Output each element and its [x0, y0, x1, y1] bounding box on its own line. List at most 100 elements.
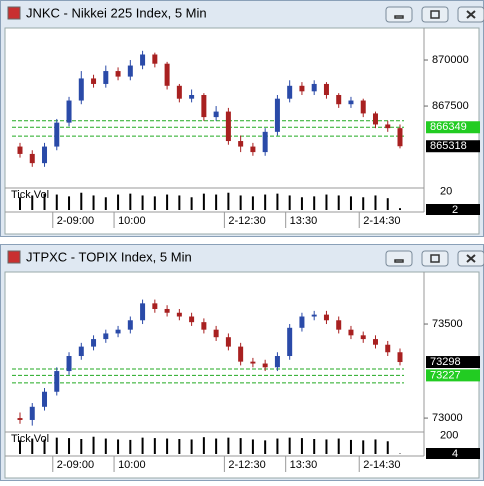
candle-body: [91, 339, 97, 347]
candle-body: [115, 71, 121, 77]
candle-body: [348, 329, 354, 336]
candle-body: [213, 329, 219, 338]
window-title: JNKC - Nikkei 225 Index, 5 Min: [26, 5, 207, 20]
candle-body: [127, 320, 133, 330]
price-marker-label: 866349: [430, 121, 467, 133]
candle-body: [225, 111, 231, 142]
candle-body: [54, 122, 60, 147]
candle-body: [336, 320, 342, 330]
y-tick-label: 73500: [432, 318, 463, 330]
candle-body: [323, 314, 329, 321]
candle-body: [164, 63, 170, 86]
candle-body: [360, 100, 366, 114]
candle-body: [78, 78, 84, 101]
x-tick-label: 2-09:00: [57, 459, 94, 471]
minimize-glyph: [394, 259, 404, 263]
minimize-button[interactable]: [385, 250, 413, 267]
candle-body: [385, 124, 391, 129]
candle-body: [287, 85, 293, 99]
volume-marker-label: 2: [452, 204, 458, 216]
x-tick-label: 10:00: [118, 459, 146, 471]
candle-body: [262, 363, 268, 368]
x-tick-label: 2-14:30: [363, 459, 400, 471]
close-glyph: [466, 10, 476, 19]
x-tick-label: 13:30: [290, 215, 318, 227]
candle-body: [42, 391, 48, 407]
candle-body: [372, 113, 378, 125]
maximize-glyph: [430, 10, 440, 19]
volume-label: Tick Vol: [11, 189, 49, 201]
price-marker: [426, 369, 480, 382]
candle-body: [262, 131, 268, 153]
x-tick-label: 2-14:30: [363, 215, 400, 227]
candle-body: [385, 344, 391, 353]
candle-body: [274, 356, 280, 368]
price-marker-label: 73298: [430, 356, 461, 368]
close-glyph: [466, 254, 476, 263]
x-tick-label: 2-12:30: [228, 459, 265, 471]
candle-body: [336, 95, 342, 105]
candle-body: [17, 418, 23, 420]
candle-body: [176, 312, 182, 317]
y-tick-label: 870000: [432, 54, 469, 66]
y-tick-label: 73000: [432, 412, 463, 424]
candle-body: [91, 78, 97, 84]
candle-body: [115, 329, 121, 334]
candle-body: [250, 146, 256, 153]
volume-tick-label: 200: [440, 430, 458, 442]
candle-body: [42, 146, 48, 164]
window-title: JTPXC - TOPIX Index, 5 Min: [26, 249, 192, 264]
minimize-glyph: [394, 15, 404, 19]
candle-body: [348, 100, 354, 105]
candle-body: [311, 83, 317, 92]
minimize-button[interactable]: [385, 6, 413, 23]
maximize-button[interactable]: [421, 250, 449, 267]
candle-body: [323, 83, 329, 96]
volume-label: Tick Vol: [11, 433, 49, 445]
candle-body: [299, 85, 305, 92]
candle-body: [189, 95, 195, 99]
candle-body: [127, 65, 133, 77]
candle-body: [238, 346, 244, 362]
candle-body: [360, 335, 366, 340]
candle-body: [78, 346, 84, 357]
candle-body: [311, 314, 317, 317]
candle-body: [29, 153, 35, 164]
candle-body: [152, 303, 158, 309]
y-tick-label: 867500: [432, 100, 469, 112]
candle-body: [54, 371, 60, 392]
candle-body: [17, 146, 23, 154]
candle-body: [397, 128, 403, 147]
candle-body: [238, 141, 244, 147]
maximize-button[interactable]: [421, 6, 449, 23]
candle-body: [372, 339, 378, 345]
candle-body: [250, 361, 256, 364]
x-tick-label: 10:00: [118, 215, 146, 227]
x-tick-label: 2-12:30: [228, 215, 265, 227]
candle-body: [201, 95, 207, 118]
price-marker: [426, 121, 480, 134]
price-marker-label: 73227: [430, 369, 461, 381]
title-icon: [7, 6, 21, 20]
maximize-glyph: [430, 254, 440, 263]
candle-body: [164, 308, 170, 313]
candle-body: [189, 316, 195, 323]
candle-body: [299, 316, 305, 328]
volume-marker: [426, 448, 480, 459]
candle-body: [140, 303, 146, 321]
price-marker-label: 865318: [430, 140, 467, 152]
x-tick-label: 13:30: [290, 459, 318, 471]
candle-body: [201, 322, 207, 330]
candle-body: [29, 406, 35, 420]
candle-body: [66, 100, 72, 123]
chart-area: [4, 27, 480, 235]
title-icon: [7, 250, 21, 264]
candle-body: [103, 71, 109, 84]
candle-body: [66, 356, 72, 372]
candle-body: [287, 327, 293, 357]
candle-body: [213, 111, 219, 118]
candle-body: [274, 98, 280, 132]
price-marker: [426, 140, 480, 153]
candle-body: [152, 54, 158, 64]
candle-body: [140, 54, 146, 66]
